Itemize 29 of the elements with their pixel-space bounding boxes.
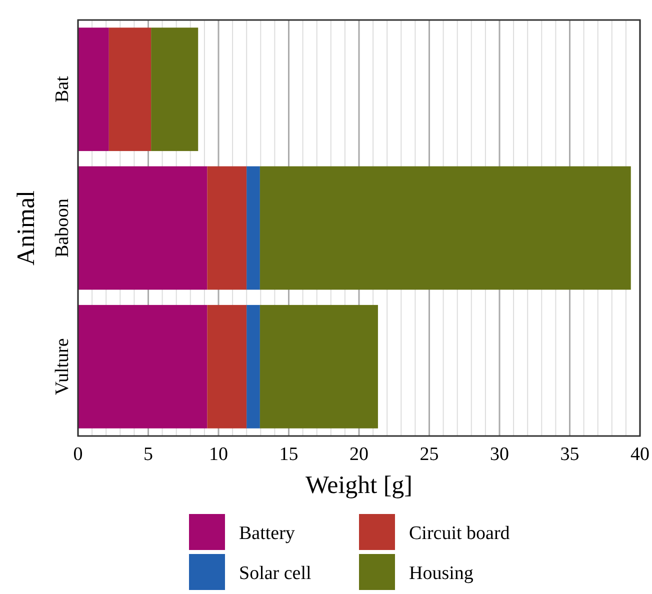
y-tick-label: Vulture (52, 338, 73, 396)
y-axis-title: Animal (13, 190, 40, 266)
bar (207, 166, 247, 290)
bar (78, 28, 109, 152)
x-axis-title: Weight [g] (306, 472, 412, 499)
legend-label: Circuit board (409, 523, 510, 544)
bar (78, 166, 208, 290)
x-tick-label: 0 (73, 444, 83, 465)
bar (78, 304, 208, 428)
y-tick-label: Baboon (52, 198, 73, 258)
y-tick-label: Bat (52, 75, 73, 103)
x-tick-label: 40 (630, 444, 650, 465)
x-tick-label: 10 (209, 444, 228, 465)
x-tick-label: 20 (350, 444, 368, 465)
bar (246, 166, 260, 290)
legend-label: Housing (409, 563, 474, 584)
x-tick-label: 5 (144, 444, 153, 465)
bar (246, 304, 260, 428)
x-tick-label: 30 (490, 444, 509, 465)
bar (207, 304, 247, 428)
bar (151, 28, 198, 152)
bar (260, 304, 378, 428)
legend-label: Solar cell (239, 563, 312, 584)
x-tick-label: 15 (279, 444, 298, 465)
bar (260, 166, 631, 290)
bar (108, 28, 152, 152)
legend-label: Battery (239, 523, 296, 544)
x-tick-label: 35 (560, 444, 580, 465)
x-tick-label: 25 (420, 444, 439, 465)
